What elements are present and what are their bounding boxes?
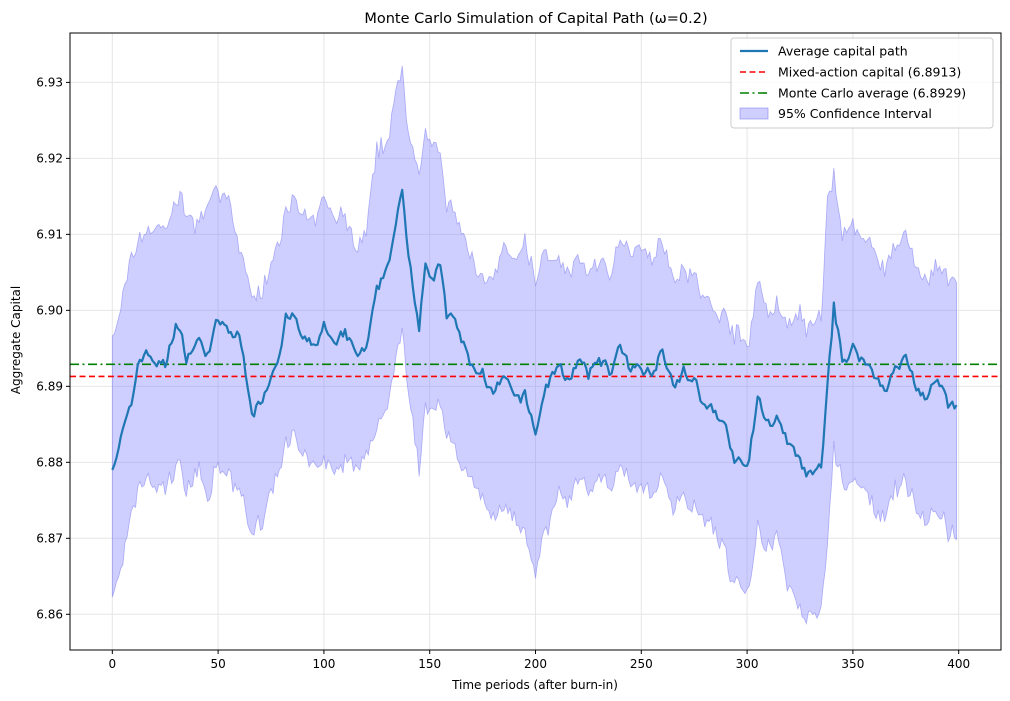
y-axis-label: Aggregate Capital [9, 286, 23, 394]
average-capital-line [111, 188, 958, 478]
y-axis-ticks: 6.86 6.87 6.88 6.89 6.90 6.91 6.92 6.93 [36, 75, 70, 621]
x-tick-label: 0 [108, 657, 116, 671]
x-tick-label: 50 [210, 657, 225, 671]
x-tick-label: 300 [736, 657, 759, 671]
legend: Average capital path Mixed-action capita… [730, 37, 994, 129]
x-tick-label: 100 [312, 657, 335, 671]
y-tick-label: 6.87 [36, 531, 63, 545]
grid [70, 33, 1001, 650]
y-tick-label: 6.89 [36, 379, 63, 393]
x-axis-label: Time periods (after burn-in) [451, 678, 618, 692]
x-axis-ticks: 0 50 100 150 200 250 300 350 400 [108, 650, 970, 671]
x-tick-label: 400 [947, 657, 970, 671]
x-tick-label: 150 [418, 657, 441, 671]
legend-swatch-band [739, 107, 769, 120]
confidence-band [111, 65, 957, 625]
y-tick-label: 6.91 [36, 227, 63, 241]
y-tick-label: 6.92 [36, 151, 63, 165]
chart-title: Monte Carlo Simulation of Capital Path (… [364, 11, 707, 27]
legend-label-mc: Monte Carlo average (6.8929) [778, 86, 966, 101]
legend-label-band: 95% Confidence Interval [778, 106, 932, 121]
legend-label-mixed: Mixed-action capital (6.8913) [778, 65, 961, 80]
x-tick-label: 350 [841, 657, 864, 671]
x-tick-label: 250 [630, 657, 653, 671]
legend-label-average: Average capital path [778, 44, 908, 59]
plot-area [70, 33, 1001, 650]
y-tick-label: 6.88 [36, 455, 63, 469]
y-tick-label: 6.86 [36, 607, 63, 621]
y-tick-label: 6.90 [36, 303, 63, 317]
y-tick-label: 6.93 [36, 75, 63, 89]
x-tick-label: 200 [524, 657, 547, 671]
legend-box [730, 37, 994, 129]
